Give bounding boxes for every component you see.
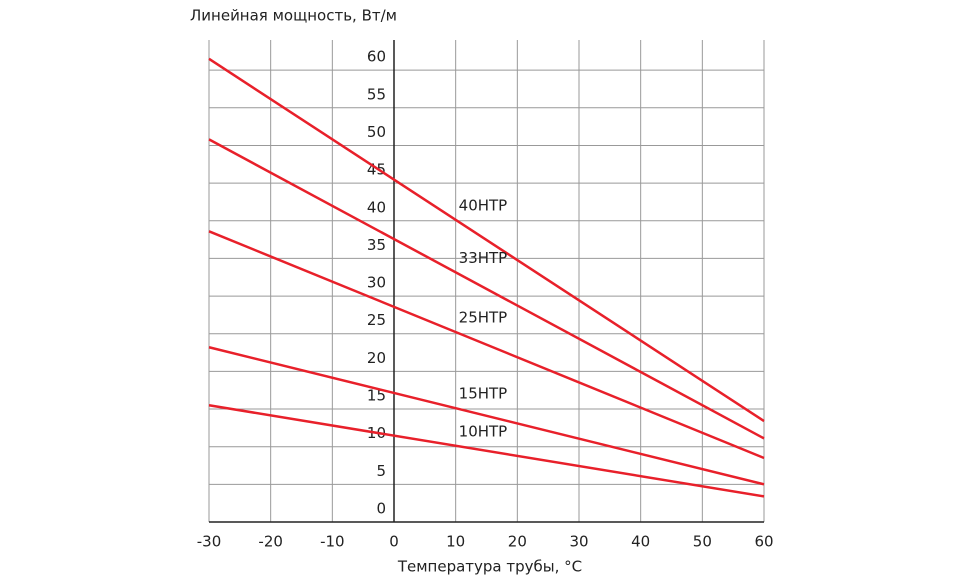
x-tick-label: 50	[693, 533, 712, 551]
series-label: 33HTP	[459, 249, 508, 267]
y-tick-label: 50	[367, 123, 386, 141]
series-line	[208, 57, 765, 423]
y-tick-label: 30	[367, 274, 386, 292]
y-axis-label: Линейная мощность, Вт/м	[190, 7, 397, 25]
series-label: 40HTP	[459, 196, 508, 214]
series-label: 15HTP	[459, 385, 508, 403]
x-tick-label: -10	[320, 533, 345, 551]
y-tick-label: 25	[367, 311, 386, 329]
series-label: 25HTP	[459, 309, 508, 327]
y-tick-label: 5	[376, 462, 386, 480]
x-tick-label: -20	[258, 533, 283, 551]
y-tick-label: 20	[367, 349, 386, 367]
series-line	[208, 230, 765, 460]
y-tick-label: 55	[367, 85, 386, 103]
series-line	[208, 138, 765, 440]
y-tick-label: 0	[376, 500, 386, 518]
series-line	[208, 346, 765, 486]
x-tick-label: 60	[754, 533, 773, 551]
x-axis-label: Температура трубы, °С	[397, 558, 582, 576]
series-label: 10HTP	[459, 422, 508, 440]
x-tick-label: 20	[508, 533, 527, 551]
x-tick-label: -30	[197, 533, 222, 551]
x-tick-label: 10	[446, 533, 465, 551]
x-tick-label: 40	[631, 533, 650, 551]
x-tick-label: 0	[389, 533, 399, 551]
series-line	[208, 404, 765, 498]
x-tick-label: 30	[569, 533, 588, 551]
y-tick-label: 60	[367, 48, 386, 66]
y-tick-label: 40	[367, 198, 386, 216]
y-tick-label: 35	[367, 236, 386, 254]
